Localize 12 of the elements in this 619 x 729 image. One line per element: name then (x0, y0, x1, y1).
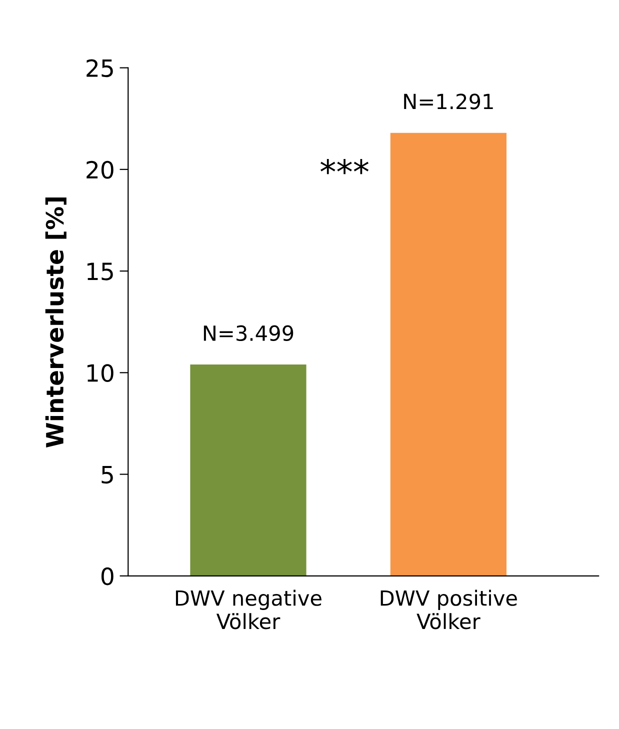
annotation: N=3.499 (204, 325, 294, 342)
y-tick-label: 25 (86, 59, 113, 78)
y-axis-title: Winterverluste [%] (45, 198, 66, 448)
y-tick-label: 5 (102, 466, 113, 484)
y-tick-label: 0 (101, 567, 114, 586)
y-tick-label: 20 (86, 160, 114, 179)
x-tick-label: DWV negative Völker (176, 590, 322, 630)
annotation: *** (320, 158, 369, 174)
annotation: N=1.291 (404, 94, 493, 110)
y-tick-label: 15 (87, 262, 113, 280)
x-tick-label: DWV positive Völker (380, 590, 517, 630)
y-tick-label: 10 (87, 364, 114, 382)
